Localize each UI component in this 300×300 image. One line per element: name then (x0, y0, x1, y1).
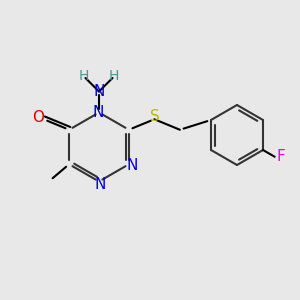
Text: S: S (150, 110, 160, 124)
Text: N: N (93, 84, 105, 99)
Text: H: H (79, 70, 89, 83)
Text: N: N (93, 105, 104, 120)
Text: F: F (277, 149, 286, 164)
Text: N: N (95, 177, 106, 192)
Text: H: H (109, 70, 119, 83)
Text: N: N (127, 158, 138, 173)
Text: O: O (32, 110, 44, 125)
